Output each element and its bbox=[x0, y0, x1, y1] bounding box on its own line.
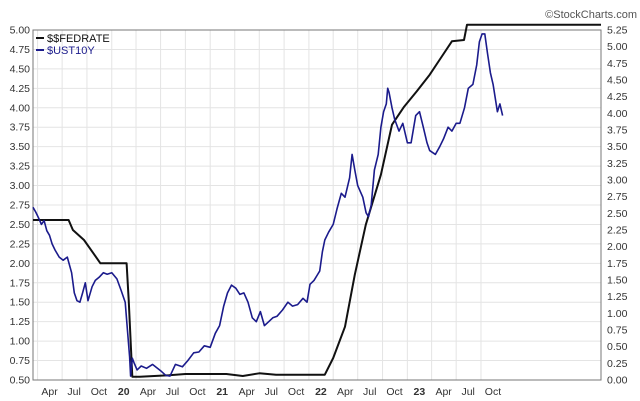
legend-label: $UST10Y bbox=[47, 45, 95, 57]
y-left-tick-label: 4.75 bbox=[10, 44, 31, 56]
y-right-tick-label: 5.00 bbox=[607, 41, 628, 53]
x-tick-label: Oct bbox=[91, 386, 107, 398]
x-tick-label: Apr bbox=[140, 386, 157, 398]
y-right-tick-label: 4.00 bbox=[607, 108, 628, 120]
x-axis: Apr Jul Oct 20 Apr Jul Oct 21 Apr Jul Oct 22 Apr Jul O… bbox=[41, 386, 501, 398]
x-tick-label: Oct bbox=[386, 386, 402, 398]
y-right-tick-label: 0.25 bbox=[607, 358, 628, 370]
x-tick-label: Apr bbox=[337, 386, 354, 398]
y-right-tick-label: 2.00 bbox=[607, 241, 628, 253]
y-left-tick-label: 1.75 bbox=[10, 277, 31, 289]
y-right-tick-label: 3.25 bbox=[607, 158, 628, 170]
grid bbox=[33, 29, 601, 381]
legend: $$FEDRATE$UST10Y bbox=[36, 33, 110, 57]
y-right-tick-label: 3.00 bbox=[607, 175, 628, 187]
y-left-tick-label: 2.25 bbox=[10, 238, 31, 250]
x-tick-label: 21 bbox=[216, 386, 228, 398]
x-tick-label: 22 bbox=[315, 386, 327, 398]
y-left-tick-label: 4.50 bbox=[10, 63, 31, 75]
x-tick-label: Apr bbox=[435, 386, 452, 398]
x-tick-label: Jul bbox=[67, 386, 80, 398]
x-tick-label: Jul bbox=[166, 386, 179, 398]
y-right-tick-label: 0.50 bbox=[607, 341, 628, 353]
series-line-fedrate bbox=[33, 23, 601, 378]
x-tick-label: Jul bbox=[461, 386, 474, 398]
x-tick-label: Jul bbox=[363, 386, 376, 398]
x-tick-label: Apr bbox=[239, 386, 256, 398]
x-tick-label: Oct bbox=[189, 386, 205, 398]
y-right-tick-label: 2.50 bbox=[607, 208, 628, 220]
y-left-tick-label: 1.00 bbox=[10, 336, 31, 348]
y-left-tick-label: 4.00 bbox=[10, 102, 31, 114]
y-right-tick-label: 1.00 bbox=[607, 308, 628, 320]
x-tick-label: Oct bbox=[288, 386, 304, 398]
y-left-tick-label: 4.25 bbox=[10, 83, 31, 95]
y-left-tick-label: 0.50 bbox=[10, 375, 31, 387]
y-left-tick-label: 3.75 bbox=[10, 122, 31, 134]
y-left-tick-label: 1.50 bbox=[10, 297, 31, 309]
plot-frame bbox=[32, 29, 602, 381]
watermark: ©StockCharts.com bbox=[545, 9, 637, 21]
x-tick-label: Oct bbox=[485, 386, 501, 398]
y-left-tick-label: 2.50 bbox=[10, 219, 31, 231]
x-tick-label: 20 bbox=[118, 386, 130, 398]
x-tick-label: Apr bbox=[41, 386, 58, 398]
y-right-tick-label: 0.75 bbox=[607, 325, 628, 337]
y-right-tick-label: 1.75 bbox=[607, 258, 628, 270]
y-right-tick-label: 5.25 bbox=[607, 25, 628, 37]
y-right-tick-label: 4.50 bbox=[607, 75, 628, 87]
y-left-tick-label: 2.75 bbox=[10, 200, 31, 212]
y-left-tick-label: 0.75 bbox=[10, 355, 31, 367]
series-layer bbox=[32, 23, 601, 378]
y-right-tick-label: 1.50 bbox=[607, 275, 628, 287]
y-left-tick-label: 1.25 bbox=[10, 316, 31, 328]
y-right-tick-label: 4.75 bbox=[607, 58, 628, 70]
x-tick-label: 23 bbox=[414, 386, 426, 398]
y-left-tick-label: 3.00 bbox=[10, 180, 31, 192]
y-right-tick-label: 2.25 bbox=[607, 225, 628, 237]
y-right-tick-label: 3.75 bbox=[607, 125, 628, 137]
y-right-axis: 0.00 0.25 0.50 0.75 1.00 1.25 1.50 1.75 2.00 2.25… bbox=[607, 25, 628, 387]
x-tick-label: Jul bbox=[265, 386, 278, 398]
y-left-tick-label: 3.50 bbox=[10, 141, 31, 153]
y-left-tick-label: 5.00 bbox=[10, 25, 31, 37]
series-line-ust10y bbox=[32, 33, 504, 377]
y-right-tick-label: 4.25 bbox=[607, 91, 628, 103]
y-right-tick-label: 0.00 bbox=[607, 375, 628, 387]
y-right-tick-label: 3.50 bbox=[607, 141, 628, 153]
y-left-tick-label: 3.25 bbox=[10, 161, 31, 173]
y-left-tick-label: 2.00 bbox=[10, 258, 31, 270]
y-left-axis: 0.50 0.75 1.00 1.25 1.50 1.75 2.00 2.25 2.50 2.75… bbox=[10, 25, 31, 387]
legend-label: $$FEDRATE bbox=[47, 33, 110, 45]
y-right-tick-label: 2.75 bbox=[607, 191, 628, 203]
y-right-tick-label: 1.25 bbox=[607, 291, 628, 303]
